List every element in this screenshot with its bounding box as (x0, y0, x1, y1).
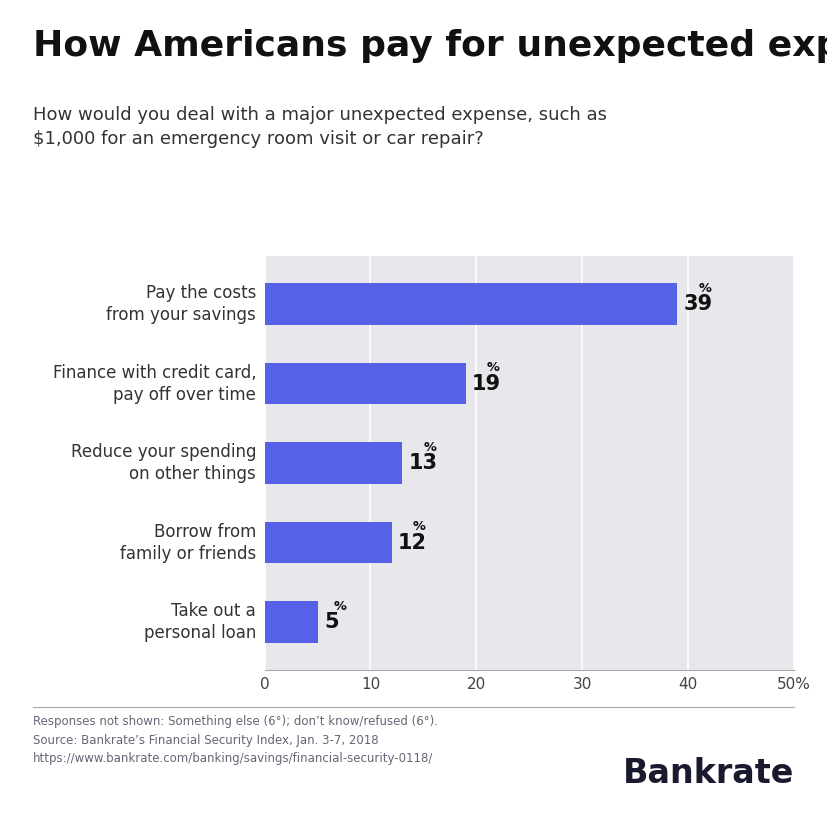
Bar (265, 601, 318, 643)
Text: %: % (699, 282, 711, 294)
Text: How would you deal with a major unexpected expense, such as
$1,000 for an emerge: How would you deal with a major unexpect… (33, 106, 607, 148)
Bar (265, 442, 402, 484)
Text: 5: 5 (324, 612, 338, 632)
Bar (265, 284, 677, 325)
Text: %: % (487, 361, 500, 374)
Text: How Americans pay for unexpected expenses: How Americans pay for unexpected expense… (33, 29, 827, 63)
Text: %: % (423, 441, 436, 454)
Bar (265, 363, 466, 404)
Text: Responses not shown: Something else (6°); don’t know/refused (6°).
Source: Bankr: Responses not shown: Something else (6°)… (33, 715, 438, 765)
Text: 19: 19 (472, 374, 501, 394)
Text: 39: 39 (684, 294, 713, 314)
Text: Bankrate: Bankrate (623, 757, 794, 790)
Text: 12: 12 (398, 533, 427, 552)
Text: %: % (413, 520, 426, 533)
Text: Borrow from
family or friends: Borrow from family or friends (120, 523, 256, 562)
Text: Reduce your spending
on other things: Reduce your spending on other things (70, 443, 256, 483)
Text: %: % (333, 600, 346, 613)
Text: Finance with credit card,
pay off over time: Finance with credit card, pay off over t… (53, 364, 256, 404)
Bar (265, 522, 392, 563)
Text: Take out a
personal loan: Take out a personal loan (144, 602, 256, 643)
Text: 13: 13 (409, 453, 437, 473)
Text: Pay the costs
from your savings: Pay the costs from your savings (107, 284, 256, 324)
